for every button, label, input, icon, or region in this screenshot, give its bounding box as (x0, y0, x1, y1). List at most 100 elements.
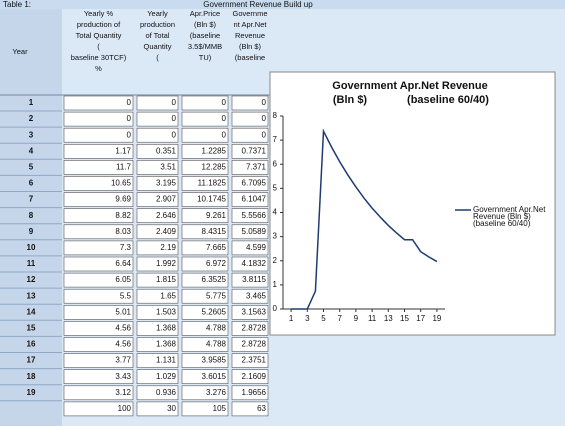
cell (136, 401, 179, 417)
year-label: 18 (27, 372, 36, 381)
year-label: 5 (29, 163, 34, 172)
y-tick-label: 2 (273, 256, 278, 265)
cell (231, 224, 269, 240)
cell-value: 1.368 (156, 324, 177, 333)
cell (63, 111, 134, 127)
cell (231, 272, 269, 288)
cell-value: 0 (222, 98, 227, 107)
cell-value: 1.2285 (202, 146, 227, 155)
cell-value: 5.775 (206, 291, 227, 300)
x-tick-label: 7 (337, 314, 342, 323)
year-label: 10 (27, 243, 36, 252)
cell-value: 2.1609 (242, 372, 267, 381)
cell-value: 4.1832 (242, 259, 267, 268)
cell-value: 5.01 (115, 307, 131, 316)
total-value: 30 (167, 404, 176, 413)
year-label: 12 (27, 275, 36, 284)
cell (63, 369, 134, 385)
table-label: Table 1: (3, 0, 31, 9)
cell (231, 208, 269, 223)
cell (63, 144, 134, 159)
cell (63, 256, 134, 272)
y-tick-label: 5 (273, 183, 278, 192)
column-header: (Bln $) (194, 20, 217, 29)
cell (181, 385, 229, 401)
cell-value: 4.56 (115, 324, 131, 333)
column-header: production of (77, 20, 121, 29)
year-label: 17 (27, 356, 36, 365)
cell-value: 4.788 (206, 324, 227, 333)
year-label: 9 (29, 227, 34, 236)
column-header: ( (97, 42, 100, 51)
y-tick-label: 4 (273, 208, 278, 217)
y-tick-label: 6 (273, 159, 278, 168)
cell (63, 127, 134, 143)
cell-value: 2.907 (156, 195, 177, 204)
cell (231, 385, 269, 401)
cell-value: 2.19 (160, 243, 176, 252)
cell-value: 11.1825 (198, 179, 227, 188)
cell-value: 0 (127, 114, 132, 123)
cell-value: 2.8728 (242, 324, 267, 333)
cell (181, 288, 229, 304)
cell-value: 0.351 (156, 146, 177, 155)
cell-value: 3.12 (115, 388, 131, 397)
cell-value: 5.5566 (242, 211, 267, 220)
cell (136, 224, 179, 240)
cell-value: 0 (172, 114, 177, 123)
chart-title: (baseline 60/40) (407, 94, 489, 106)
cell (63, 385, 134, 401)
column-header: Total Quantity (76, 31, 122, 40)
cell (181, 401, 229, 417)
cell (63, 192, 134, 207)
cell-value: 7.3 (120, 243, 132, 252)
cell (231, 337, 269, 352)
cell (136, 176, 179, 191)
cell (63, 176, 134, 191)
cell-value: 1.815 (156, 275, 177, 284)
cell-value: 3.77 (115, 356, 131, 365)
cell-value: 1.17 (115, 146, 131, 155)
cell-value: 4.56 (115, 340, 131, 349)
x-tick-label: 1 (289, 314, 294, 323)
year-label: 4 (29, 146, 34, 155)
cell-value: 3.465 (246, 291, 267, 300)
cell-value: 6.972 (206, 259, 227, 268)
cell (181, 224, 229, 240)
cell-value: 6.7095 (242, 179, 267, 188)
cell (136, 208, 179, 223)
cell-value: 0 (127, 130, 132, 139)
cell-value: 12.285 (202, 163, 227, 172)
x-tick-label: 11 (368, 314, 377, 323)
x-tick-label: 5 (321, 314, 326, 323)
cell-value: 10.65 (111, 179, 132, 188)
cell-value: 7.665 (206, 243, 227, 252)
cell (181, 127, 229, 143)
cell-value: 1.029 (156, 372, 177, 381)
x-tick-label: 9 (354, 314, 359, 323)
cell (136, 240, 179, 256)
cell-value: 0.7371 (242, 146, 267, 155)
cell-value: 1.503 (156, 307, 177, 316)
cell-value: 11.7 (116, 163, 132, 172)
cell (63, 160, 134, 175)
cell-value: 2.8728 (242, 340, 267, 349)
column-header: Revenue (235, 31, 265, 40)
cell (181, 256, 229, 272)
title-bar (0, 0, 565, 9)
cell (181, 144, 229, 159)
year-label: 13 (27, 291, 36, 300)
cell (231, 369, 269, 385)
cell-value: 0 (222, 114, 227, 123)
x-tick-label: 19 (432, 314, 441, 323)
cell (231, 95, 269, 111)
cell (231, 144, 269, 159)
legend-label: (baseline 60/40) (473, 219, 531, 228)
cell (63, 224, 134, 240)
cell-value: 4.788 (206, 340, 227, 349)
cell (63, 208, 134, 223)
column-header: Quantity (144, 42, 172, 51)
cell (63, 240, 134, 256)
column-header: 3.5$/MMB (188, 42, 222, 51)
